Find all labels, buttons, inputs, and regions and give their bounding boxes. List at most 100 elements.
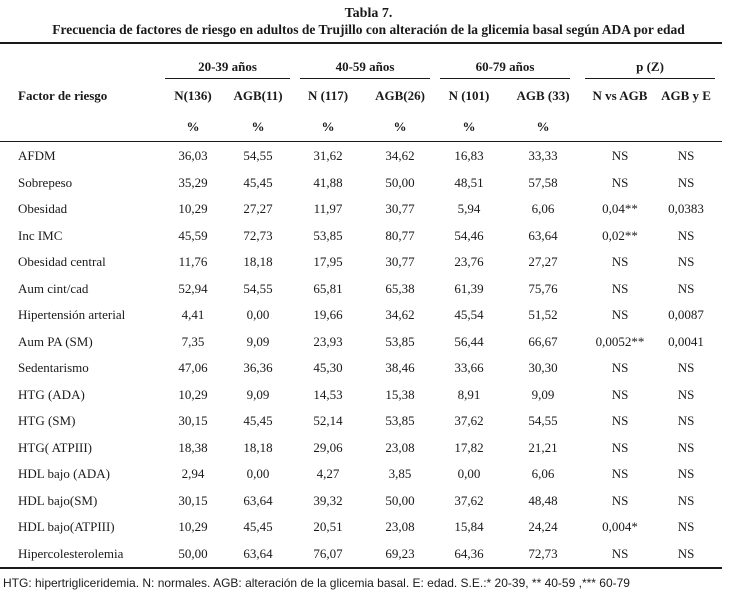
group-underline-p-z	[585, 78, 715, 79]
table-cell: 33,66	[454, 360, 484, 375]
table-cell: 34,62	[385, 148, 415, 163]
table-cell: 18,38	[178, 440, 208, 455]
table-cell: NS	[611, 307, 629, 322]
row-factor-label: HTG (ADA)	[18, 387, 85, 402]
table-cell: NS	[677, 466, 695, 481]
table-cell: 63,64	[528, 228, 558, 243]
group-header-60-79: 60-79 años	[475, 59, 535, 74]
table-cell: 27,27	[243, 201, 273, 216]
table-cell: 29,06	[313, 440, 343, 455]
table-cell: 36,36	[243, 360, 273, 375]
table-cell: NS	[677, 254, 695, 269]
table-cell: 0,004*	[602, 519, 638, 534]
row-factor-label: AFDM	[18, 148, 56, 163]
table-cell: 24,24	[528, 519, 558, 534]
subcol-header: AGB y E	[661, 88, 711, 103]
table-cell: 54,55	[243, 281, 273, 296]
unit-label: %	[462, 119, 476, 134]
table-cell: NS	[677, 413, 695, 428]
table-cell: 50,00	[385, 493, 415, 508]
table-cell: 53,85	[385, 334, 415, 349]
table-cell: 53,85	[385, 413, 415, 428]
bottom-rule	[0, 567, 722, 569]
table-cell: 80,77	[385, 228, 415, 243]
table-cell: 10,29	[178, 519, 208, 534]
table-cell: NS	[677, 175, 695, 190]
table-cell: 0,0041	[668, 334, 704, 349]
table-cell: 11,97	[313, 201, 343, 216]
table-cell: 23,93	[313, 334, 343, 349]
subcol-header: N vs AGB	[592, 88, 648, 103]
row-factor-label: Hipercolesterolemia	[18, 546, 124, 561]
table-cell: 65,81	[313, 281, 343, 296]
table-cell: 50,00	[178, 546, 208, 561]
group-header-40-59: 40-59 años	[335, 59, 395, 74]
table-cell: 41,88	[313, 175, 343, 190]
table-cell: 0,00	[246, 466, 270, 481]
table-cell: 37,62	[454, 493, 484, 508]
group-underline-60-79	[440, 78, 570, 79]
table-cell: 45,45	[243, 413, 273, 428]
table-cell: 35,29	[178, 175, 208, 190]
table-cell: 4,41	[181, 307, 205, 322]
table-cell: 9,09	[531, 387, 555, 402]
table-cell: 61,39	[454, 281, 484, 296]
group-header-20-39: 20-39 años	[198, 59, 257, 74]
table-cell: 15,38	[385, 387, 415, 402]
subcol-header: AGB(26)	[375, 88, 425, 103]
table-cell: NS	[611, 413, 629, 428]
table-cell: NS	[677, 493, 695, 508]
table-cell: 23,08	[385, 440, 415, 455]
group-header-p-z: p (Z)	[636, 59, 664, 74]
table-cell: NS	[611, 360, 629, 375]
table-cell: 0,00	[457, 466, 481, 481]
table-cell: 54,55	[243, 148, 273, 163]
table-cell: NS	[611, 254, 629, 269]
top-rule	[0, 42, 722, 44]
table-cell: 2,94	[181, 466, 205, 481]
row-factor-label: Sedentarismo	[18, 360, 89, 375]
table-cell: 36,03	[178, 148, 208, 163]
table-cell: 52,14	[313, 413, 343, 428]
table-cell: 75,76	[528, 281, 558, 296]
subcol-header: N (117)	[307, 88, 349, 103]
table-cell: 63,64	[243, 493, 273, 508]
table-cell: 50,00	[385, 175, 415, 190]
unit-label: %	[251, 119, 265, 134]
table-cell: NS	[677, 228, 695, 243]
table-cell: 48,48	[528, 493, 558, 508]
table-cell: 48,51	[454, 175, 484, 190]
table-cell: NS	[611, 387, 629, 402]
table-cell: 27,27	[528, 254, 558, 269]
table-cell: 0,0383	[668, 201, 704, 216]
row-factor-label: Aum PA (SM)	[18, 334, 93, 349]
table-title: Tabla 7.	[344, 6, 393, 21]
table-cell: 30,77	[385, 254, 415, 269]
table-cell: NS	[677, 440, 695, 455]
table-cell: 47,06	[178, 360, 208, 375]
table-cell: NS	[677, 360, 695, 375]
table-cell: 39,32	[313, 493, 343, 508]
table-cell: 18,18	[243, 440, 273, 455]
table-cell: 21,21	[528, 440, 558, 455]
table-cell: 45,45	[243, 175, 273, 190]
table-cell: 23,08	[385, 519, 415, 534]
table-cell: 20,51	[313, 519, 343, 534]
table-cell: NS	[677, 519, 695, 534]
table-cell: 10,29	[178, 201, 208, 216]
table-cell: 0,02**	[602, 228, 638, 243]
unit-label: %	[536, 119, 550, 134]
table-cell: 0,0052**	[595, 334, 645, 349]
table-cell: NS	[611, 175, 629, 190]
table-cell: 30,77	[385, 201, 415, 216]
row-factor-label: HTG( ATPIII)	[18, 440, 93, 455]
table-cell: NS	[677, 281, 695, 296]
row-factor-label: Obesidad	[18, 201, 68, 216]
table-cell: 15,84	[454, 519, 484, 534]
table-cell: 19,66	[313, 307, 343, 322]
subcol-header: N (101)	[448, 88, 490, 103]
table-cell: NS	[677, 546, 695, 561]
table-cell: 54,55	[528, 413, 558, 428]
table-cell: 3,85	[388, 466, 412, 481]
table-cell: 66,67	[528, 334, 558, 349]
